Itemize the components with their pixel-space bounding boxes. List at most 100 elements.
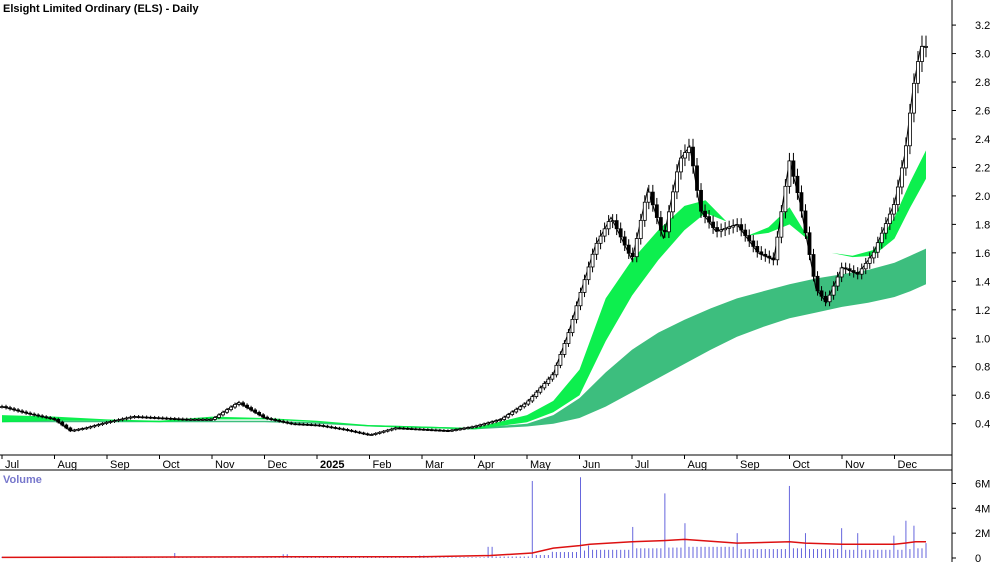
candle-body <box>554 364 559 376</box>
candle-body <box>16 409 20 412</box>
candle-body <box>719 229 724 232</box>
candle-body <box>666 211 671 233</box>
price-tick-label: 1.6 <box>975 248 990 260</box>
candle-body <box>642 201 647 221</box>
candle-body <box>811 254 816 277</box>
candle-body <box>188 419 193 421</box>
candle-body <box>68 427 73 432</box>
price-tick-label: 2.4 <box>975 134 990 146</box>
candle-body <box>213 417 217 420</box>
candle-body <box>807 232 812 255</box>
price-tick-label: 1.2 <box>975 305 990 317</box>
candle-body <box>482 423 486 426</box>
volume-moving-average-line <box>1 538 926 559</box>
candle-body <box>116 419 121 422</box>
price-tick-label: 0.8 <box>975 362 990 374</box>
time-axis-label: Sep <box>110 459 130 471</box>
candle-body <box>4 406 8 409</box>
candle-body <box>466 427 470 429</box>
candle-body <box>442 429 446 432</box>
candle-body <box>120 418 125 421</box>
candle-body <box>96 424 101 427</box>
candle-body <box>44 416 49 419</box>
candle-body <box>425 429 430 431</box>
candle-body <box>40 415 45 418</box>
candle-body <box>586 266 591 281</box>
candle-body <box>148 416 153 419</box>
candle-body <box>891 204 896 215</box>
candle-body <box>293 423 298 426</box>
candle-body <box>747 235 752 242</box>
candle-body <box>229 406 233 411</box>
candle-body <box>277 419 282 422</box>
candle-body <box>301 423 306 426</box>
candle-body <box>863 262 868 270</box>
candle-body <box>52 418 57 420</box>
candle-body <box>887 213 892 225</box>
candle-body <box>136 416 141 419</box>
candle-body <box>899 167 904 188</box>
candle-body <box>771 257 776 261</box>
candle-body <box>622 236 627 246</box>
candle-body <box>823 295 828 303</box>
candle-body <box>799 192 804 212</box>
candle-body <box>843 267 848 270</box>
candle-body <box>341 428 346 431</box>
price-close-line <box>1 45 926 436</box>
candle-body <box>711 221 715 228</box>
candle-body <box>546 378 551 384</box>
candle-body <box>389 428 394 431</box>
candle-body <box>498 419 503 422</box>
candle-body <box>160 417 165 420</box>
candle-body <box>48 417 53 420</box>
candle-body <box>755 246 760 253</box>
candle-body <box>433 429 438 432</box>
candle-body <box>377 431 382 434</box>
candle-body <box>289 422 294 425</box>
candle-body <box>221 411 225 416</box>
candle-body <box>72 429 77 432</box>
candle-body <box>538 387 543 393</box>
candle-body <box>514 408 519 413</box>
candle-body <box>590 253 595 268</box>
candle-body <box>715 227 719 232</box>
candle-body <box>727 226 732 229</box>
candle-body <box>534 391 539 397</box>
candle-body <box>634 238 639 258</box>
candle-body <box>699 189 703 212</box>
candle-body <box>883 223 888 234</box>
candle-body <box>679 157 683 173</box>
candle-body <box>132 416 137 419</box>
candle-body <box>225 409 229 413</box>
candle-body <box>562 343 567 355</box>
candle-body <box>908 112 912 147</box>
candle-body <box>795 175 800 194</box>
time-axis-label: Jul <box>635 459 649 471</box>
candle-body <box>735 224 740 227</box>
long-term-ma-ribbon <box>2 248 926 430</box>
candle-body <box>510 411 515 415</box>
candle-body <box>180 418 185 421</box>
candle-body <box>578 291 583 307</box>
short-term-ma-ribbon <box>2 150 926 430</box>
candle-body <box>92 425 97 428</box>
candle-body <box>401 427 406 430</box>
candle-body <box>787 160 792 187</box>
candle-body <box>409 428 414 431</box>
price-tick-label: 2.6 <box>975 105 990 117</box>
volume-tick-label: 0 <box>975 553 981 562</box>
candle-body <box>144 416 149 419</box>
candle-body <box>192 419 197 421</box>
candle-body <box>64 424 69 429</box>
candle-body <box>88 426 93 429</box>
time-axis-label: Sep <box>740 459 760 471</box>
price-tick-label: 2.0 <box>975 191 990 203</box>
candle-body <box>618 228 623 238</box>
candle-body <box>675 171 679 193</box>
candle-body <box>80 428 85 431</box>
candle-body <box>381 430 386 433</box>
candle-body <box>542 383 547 389</box>
time-axis-label: Mar <box>425 459 444 471</box>
candle-body <box>152 417 157 419</box>
candle-body <box>100 423 105 425</box>
